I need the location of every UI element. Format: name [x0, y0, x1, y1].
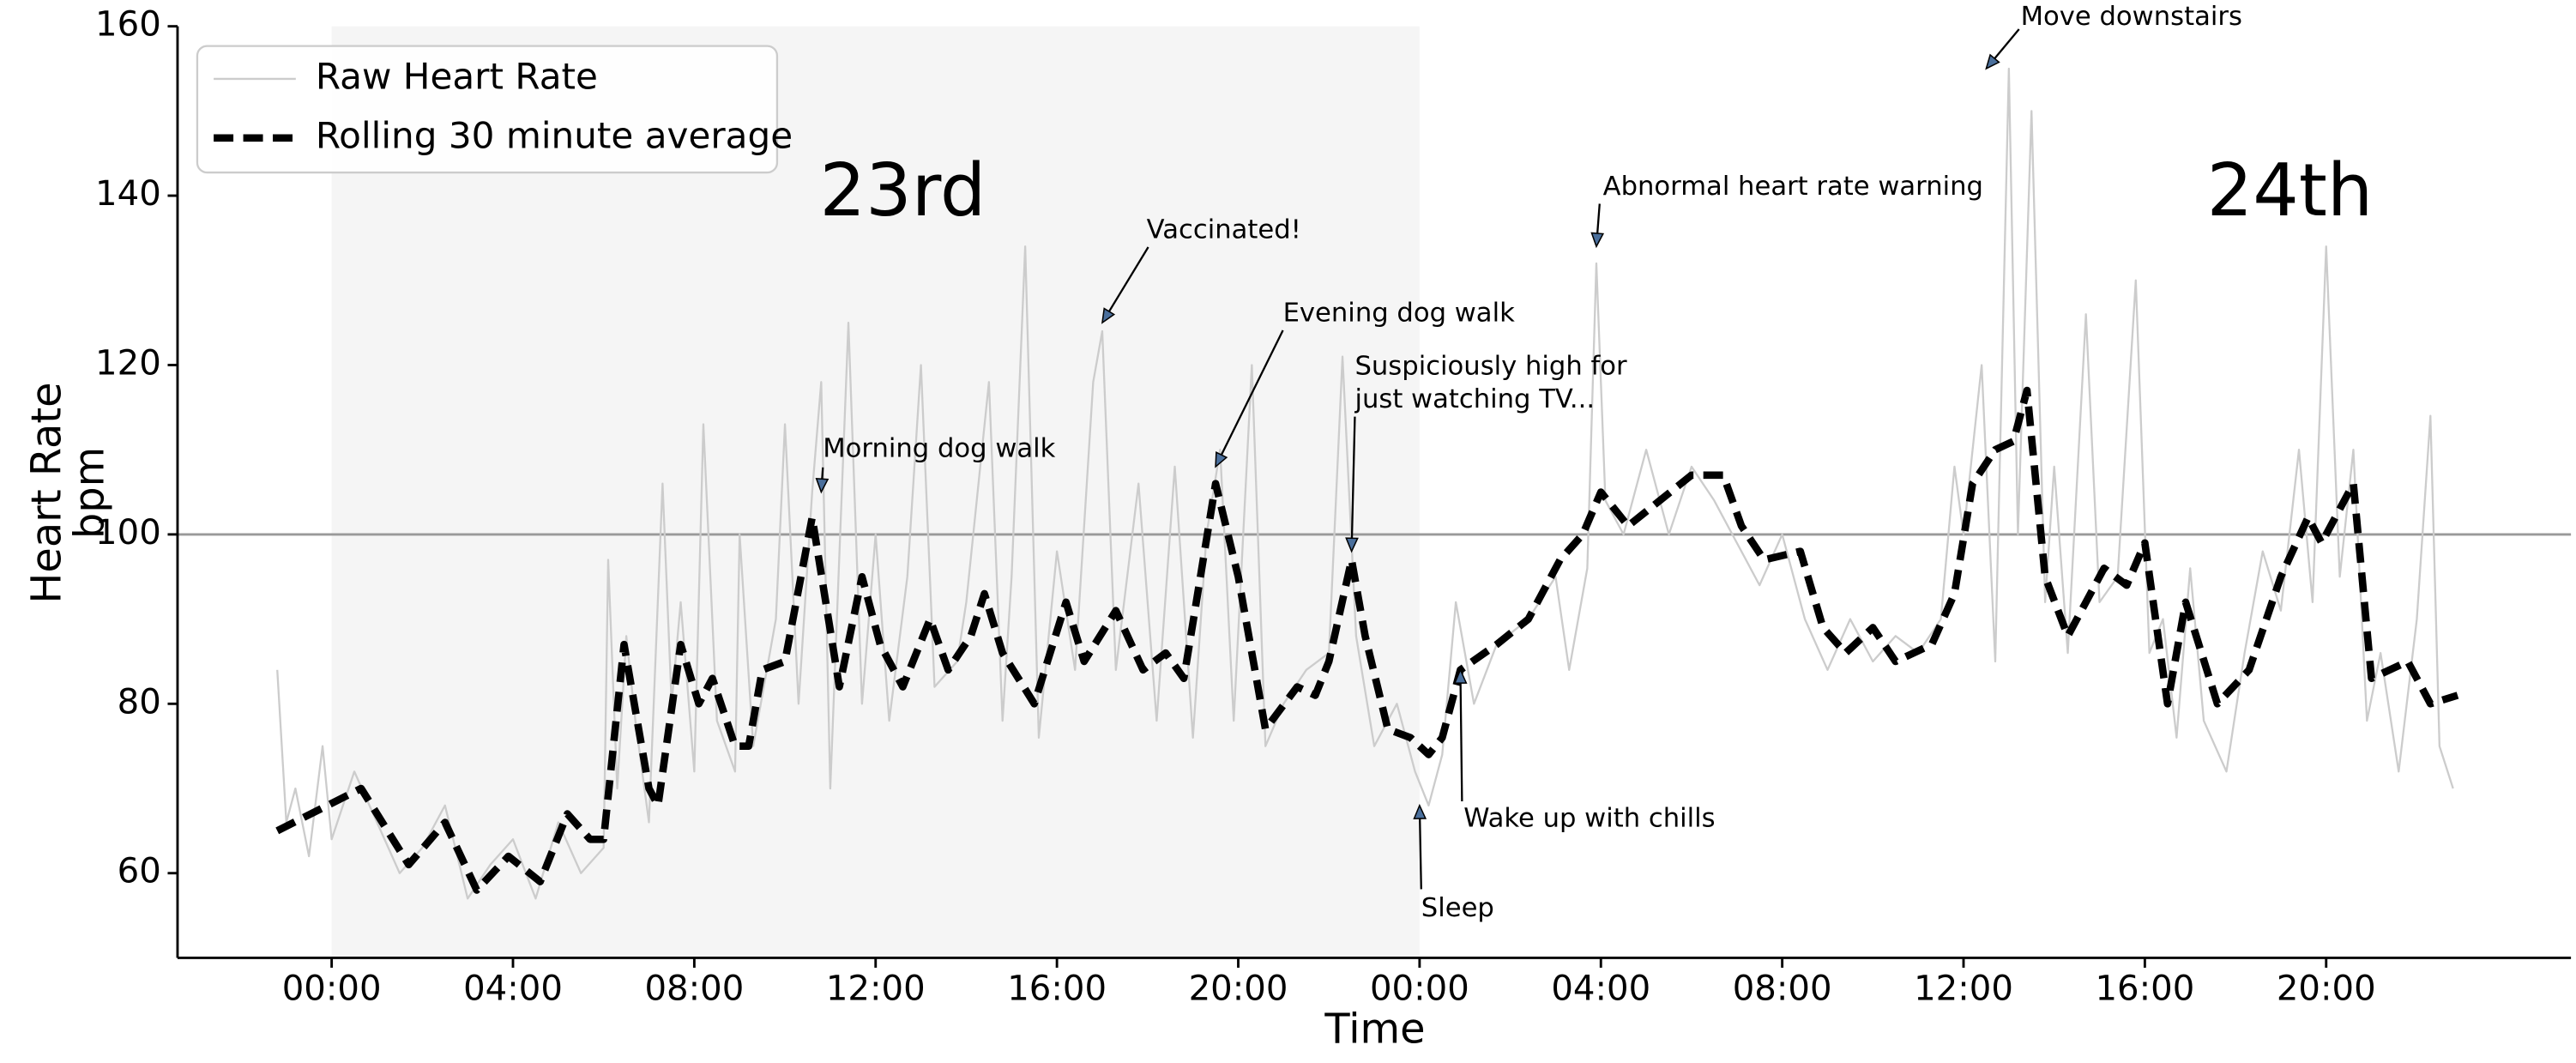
x-tick-label: 00:00: [282, 969, 382, 1009]
annotation: Move downstairs: [1985, 2, 2242, 70]
annotation-text: Evening dog walk: [1283, 298, 1515, 328]
day-label: 24th: [2207, 148, 2374, 233]
annotation-arrow-shaft: [1350, 416, 1356, 539]
x-tick-label: 16:00: [1007, 969, 1107, 1009]
annotation-text: Wake up with chills: [1463, 804, 1715, 834]
x-tick-label: 08:00: [644, 969, 744, 1009]
annotation-text: just watching TV...: [1354, 384, 1595, 414]
annotation: Evening dog walk: [1215, 298, 1515, 468]
annotation-arrow-head: [815, 477, 830, 494]
annotation-text: Sleep: [1421, 893, 1494, 923]
x-tick-label: 20:00: [2277, 969, 2376, 1009]
y-tick-label: 80: [118, 682, 161, 722]
annotation-arrow-shaft: [1994, 28, 2020, 59]
x-tick-label: 08:00: [1733, 969, 1832, 1009]
background-layer: [177, 26, 2572, 958]
x-tick-label: 04:00: [463, 969, 563, 1009]
x-tick-label: 12:00: [826, 969, 926, 1009]
annotation-arrow-head: [1590, 232, 1605, 249]
x-tick-label: 20:00: [1189, 969, 1288, 1009]
annotation-arrow-head: [1453, 667, 1468, 685]
annotation: Abnormal heart rate warning: [1590, 172, 1983, 249]
annotation-arrow-head: [1101, 307, 1116, 324]
data-layer: [275, 67, 2459, 900]
annotation-text: Abnormal heart rate warning: [1603, 172, 1983, 202]
annotation-arrow-shaft: [821, 467, 824, 480]
y-tick-label: 140: [95, 174, 161, 214]
annotation-arrow-head: [1345, 537, 1359, 553]
annotation-text: Move downstairs: [2021, 2, 2242, 32]
annotation-arrow-head: [1215, 451, 1228, 468]
annotation-text: Morning dog walk: [823, 433, 1055, 463]
foreground-layer: 60 80 100 120 140 160 00:00 04:00 08:00 12:00 16:0…: [95, 2, 2572, 1009]
legend-label: Raw Heart Rate: [316, 55, 598, 97]
x-tick-label: 16:00: [2095, 969, 2194, 1009]
legend-frame: [196, 45, 779, 174]
annotation-arrow-shaft: [1596, 203, 1601, 234]
series-line: [275, 386, 2459, 894]
day-label: 23rd: [820, 148, 986, 233]
annotation: Wake up with chills: [1453, 667, 1716, 834]
annotation: Vaccinated!: [1101, 214, 1301, 324]
y-tick-label: 160: [95, 5, 161, 45]
annotation: Morning dog walk: [815, 433, 1056, 494]
legend-label: Rolling 30 minute average: [316, 114, 793, 156]
annotation-arrow-head: [1985, 53, 2000, 70]
y-axis-label: Heart Rate bpm: [24, 382, 114, 603]
x-tick-label: 04:00: [1551, 969, 1650, 1009]
annotation-arrow-head: [1413, 803, 1427, 820]
y-axis-label-line: bpm: [66, 447, 113, 539]
annotation-text: Vaccinated!: [1147, 214, 1301, 245]
annotation-arrow-shaft: [1107, 246, 1149, 312]
annotation-text: Suspiciously high for: [1354, 352, 1627, 382]
y-tick-label: 100: [95, 513, 161, 553]
annotation-arrow-shaft: [1459, 683, 1463, 802]
legend: Raw Heart Rate Rolling 30 minute average: [196, 45, 793, 174]
y-axis-label-line: Heart Rate: [24, 382, 71, 603]
y-tick-label: 120: [95, 343, 161, 383]
annotation: Sleep: [1413, 803, 1494, 923]
y-tick-label: 60: [118, 852, 161, 891]
shaded-region: [331, 26, 1420, 958]
series-line: [276, 67, 2454, 900]
x-tick-label: 12:00: [1914, 969, 2013, 1009]
x-tick-label: 00:00: [1370, 969, 1469, 1009]
annotation-arrow-shaft: [1220, 329, 1284, 456]
x-axis-label: Time: [1324, 1006, 1425, 1054]
annotation-arrow-shaft: [1419, 818, 1422, 890]
